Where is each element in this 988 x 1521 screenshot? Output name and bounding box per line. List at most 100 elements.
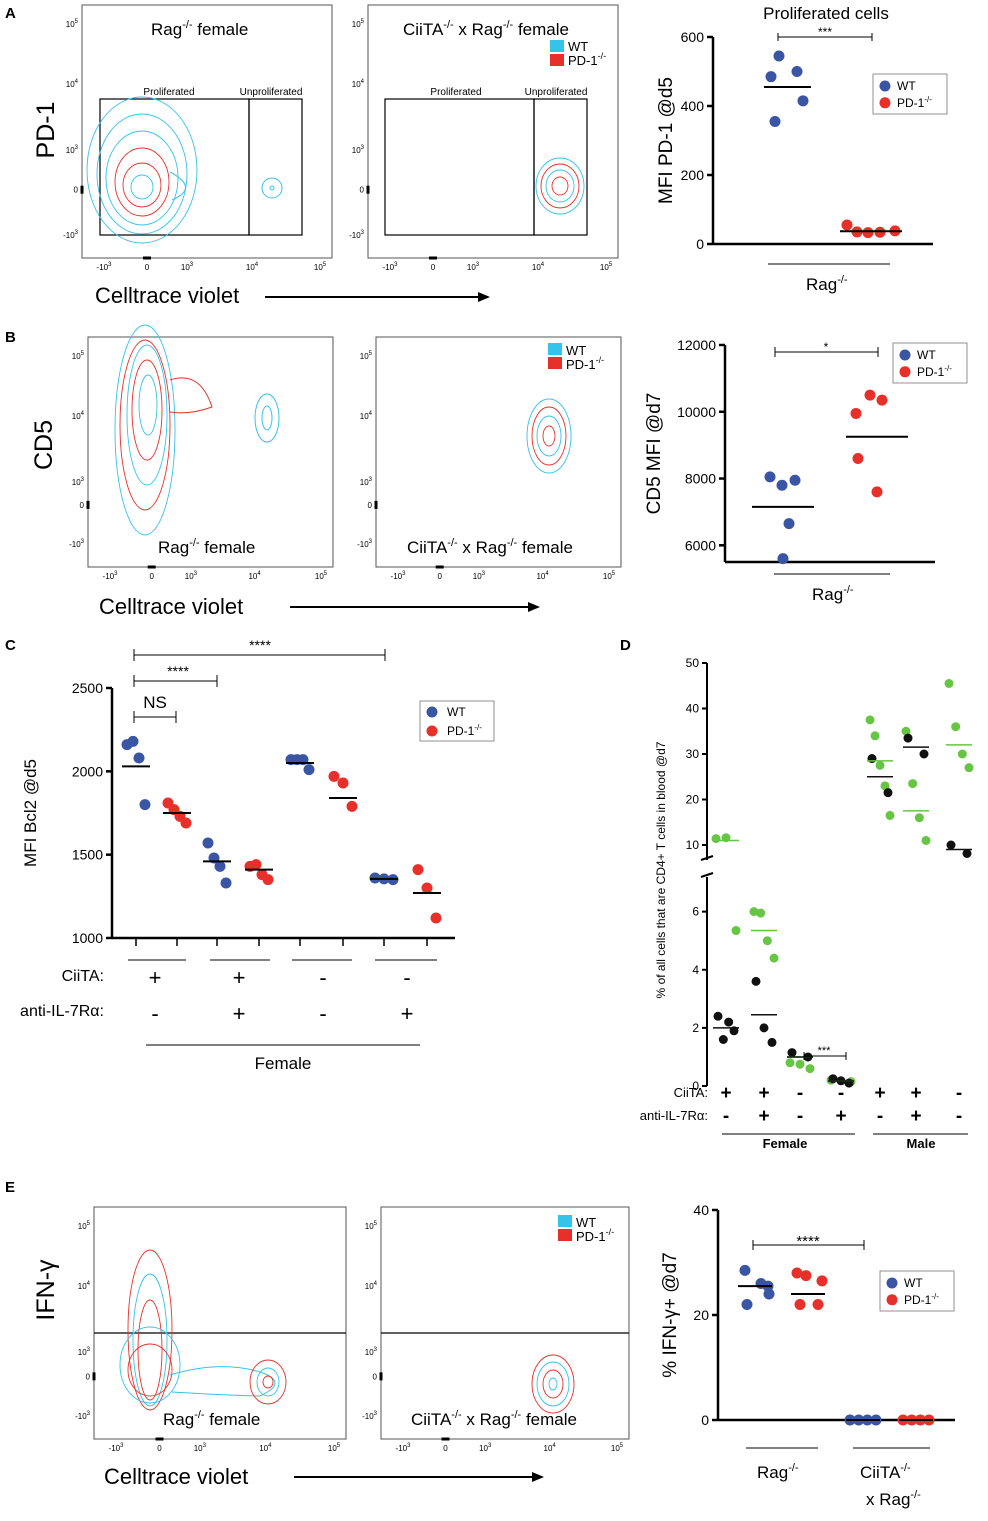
chart-c-point bbox=[180, 817, 192, 829]
flow-a1-ytick-0: 0 bbox=[74, 186, 79, 195]
gate-unproliferated-2 bbox=[533, 98, 588, 236]
flow-b1-xtick-0: 0 bbox=[149, 572, 154, 581]
chart-e-point bbox=[739, 1264, 751, 1276]
chart-e-point bbox=[741, 1299, 753, 1310]
chart-d-black-point bbox=[787, 1048, 797, 1058]
chart-b-legend-pd1-label: PD-1-/- bbox=[917, 364, 952, 379]
chart-c-il7-sign: + bbox=[233, 1001, 246, 1026]
chart-d-green-point bbox=[908, 779, 918, 789]
chart-b-ylabel: CD5 MFI @d7 bbox=[644, 393, 665, 515]
flow-a1-ytick-p5: 105 bbox=[66, 19, 79, 29]
chart-e-legend-pd1-dot bbox=[886, 1294, 898, 1306]
chart-d-yticklabel-50: 50 bbox=[686, 656, 700, 670]
chart-a-pd1-point bbox=[862, 227, 874, 239]
chart-d-green-point bbox=[865, 715, 875, 725]
chart-a-title: Proliferated cells bbox=[763, 4, 889, 23]
chart-d-yticklabel-4: 4 bbox=[692, 963, 699, 977]
flow-b1-xtick-p5: 105 bbox=[315, 571, 328, 581]
chart-d-black-point bbox=[867, 754, 877, 764]
chart-c-point bbox=[412, 864, 424, 876]
flow-b2-ytick-p3: 103 bbox=[360, 477, 373, 487]
panel-c-rows: CiiTA: anti-IL-7Rα: Female bbox=[20, 968, 420, 1073]
legend-e-pd1-label: PD-1-/- bbox=[576, 1227, 614, 1244]
flow-b1-ytick-0: 0 bbox=[80, 501, 85, 510]
chart-c-sig-a-label: **** bbox=[167, 663, 189, 679]
chart-a-legend-pd1-label: PD-1-/- bbox=[897, 95, 932, 110]
chart-d-green-point bbox=[914, 813, 924, 823]
chart-b-pd1-point bbox=[850, 407, 862, 419]
panel-e-plot1-frame bbox=[93, 1206, 347, 1440]
flow-a2-xtick-0: 0 bbox=[431, 263, 436, 272]
panel-a-xlabel: Celltrace violet bbox=[95, 283, 490, 308]
legend-a-wt-swatch bbox=[550, 40, 564, 52]
flow-e1-ytick-p5: 105 bbox=[78, 1221, 91, 1231]
contour-e2 bbox=[531, 1354, 575, 1414]
chart-d-ylabel: % of all cells that are CD4+ T cells in … bbox=[654, 741, 668, 998]
chart-e-point bbox=[794, 1299, 806, 1310]
chart-d-green-point bbox=[964, 763, 974, 773]
panel-d-row-ciita: CiiTA: bbox=[674, 1085, 708, 1100]
chart-d-ciita-sign: + bbox=[874, 1083, 885, 1104]
chart-d-black-point bbox=[759, 1023, 769, 1033]
chart-d-il7-sign: - bbox=[956, 1106, 962, 1127]
chart-c-point bbox=[346, 800, 358, 812]
chart-e-yticklabel-40: 40 bbox=[693, 1202, 709, 1218]
chart-a-yticklabel-400: 400 bbox=[681, 98, 705, 114]
chart-d-green-point bbox=[785, 1058, 795, 1068]
chart-e-xlabel-right-2: x Rag-/- bbox=[866, 1489, 921, 1509]
chart-d-yticklabel-2: 2 bbox=[692, 1021, 699, 1035]
chart-d-break-2 bbox=[700, 872, 714, 878]
chart-a-yticklabel-0: 0 bbox=[696, 236, 704, 252]
chart-d-green-point bbox=[901, 726, 911, 736]
flow-e1-ytick-neg: -103 bbox=[75, 1411, 91, 1421]
panel-c-row-il7: anti-IL-7Rα: bbox=[20, 1003, 104, 1020]
legend-e-wt-swatch bbox=[558, 1215, 572, 1227]
flow-e2-xtick-neg: -103 bbox=[396, 1443, 412, 1453]
flow-e1-xtick-neg: -103 bbox=[109, 1443, 125, 1453]
legend-a-pd1-swatch bbox=[550, 54, 564, 66]
chart-d-ciita-sign: + bbox=[910, 1083, 921, 1104]
chart-e-point bbox=[791, 1267, 803, 1279]
chart-d-il7-sign: + bbox=[758, 1106, 769, 1127]
flow-b2-xtick-p3: 103 bbox=[473, 571, 486, 581]
panel-b-plot1: Rag-/- female bbox=[87, 324, 334, 568]
chart-e-point bbox=[812, 1299, 824, 1310]
chart-a-pd1-point bbox=[874, 226, 886, 238]
chart-b-pd1-point bbox=[876, 394, 888, 406]
chart-b-yticklabel-8000: 8000 bbox=[685, 471, 716, 487]
chart-c-point bbox=[214, 860, 226, 872]
legend-b-pd1-label: PD-1-/- bbox=[566, 355, 604, 372]
flow-b1-ytick-p4: 104 bbox=[72, 411, 85, 421]
flow-a2-ytick-neg: -103 bbox=[349, 230, 365, 240]
flow-e1-xtick-p4: 104 bbox=[259, 1443, 272, 1453]
chart-b-pd1-point bbox=[864, 389, 876, 401]
chart-d-ciita-sign: - bbox=[797, 1083, 803, 1104]
chart-a-ylabel: MFI PD-1 @d5 bbox=[656, 77, 677, 204]
gate-unproliferated bbox=[248, 98, 303, 236]
chart-b-legend-wt-label: WT bbox=[917, 348, 936, 362]
chart-c-yticklabel-1000: 1000 bbox=[72, 930, 103, 946]
chart-b-sig-label: * bbox=[824, 340, 829, 354]
panel-a-xlabel-text: Celltrace violet bbox=[95, 283, 239, 308]
chart-b-legend-wt-dot bbox=[899, 349, 911, 361]
chart-b-yticklabel-6000: 6000 bbox=[685, 537, 716, 553]
chart-d-yticklabel-6: 6 bbox=[692, 905, 699, 919]
flow-e1-xtick-0: 0 bbox=[157, 1444, 162, 1453]
chart-c-ciita-sign: + bbox=[149, 965, 162, 990]
chart-d-green-point bbox=[805, 1064, 815, 1074]
chart-e-ylabel: % IFN-γ+ @d7 bbox=[660, 1252, 681, 1377]
chart-d-break-1 bbox=[700, 855, 714, 861]
flow-a2-xtick-neg: -103 bbox=[383, 262, 399, 272]
chart-d-yticklabel-20: 20 bbox=[686, 793, 700, 807]
panel-a-plot1-frame bbox=[81, 4, 333, 259]
chart-c-point bbox=[250, 859, 262, 871]
panel-c-letter: C bbox=[5, 637, 16, 654]
chart-c-point bbox=[220, 877, 232, 889]
panel-e-plot1-label: Rag-/- female bbox=[163, 1409, 260, 1429]
chart-b-yticklabel-10000: 10000 bbox=[677, 404, 716, 420]
panel-e-plot2-label: CiiTA-/- x Rag-/- female bbox=[411, 1409, 577, 1429]
chart-c-point bbox=[303, 764, 315, 776]
panel-d-rows: CiiTA: anti-IL-7Rα: Female Male bbox=[640, 1085, 968, 1151]
flow-a2-xtick-p5: 105 bbox=[600, 262, 613, 272]
